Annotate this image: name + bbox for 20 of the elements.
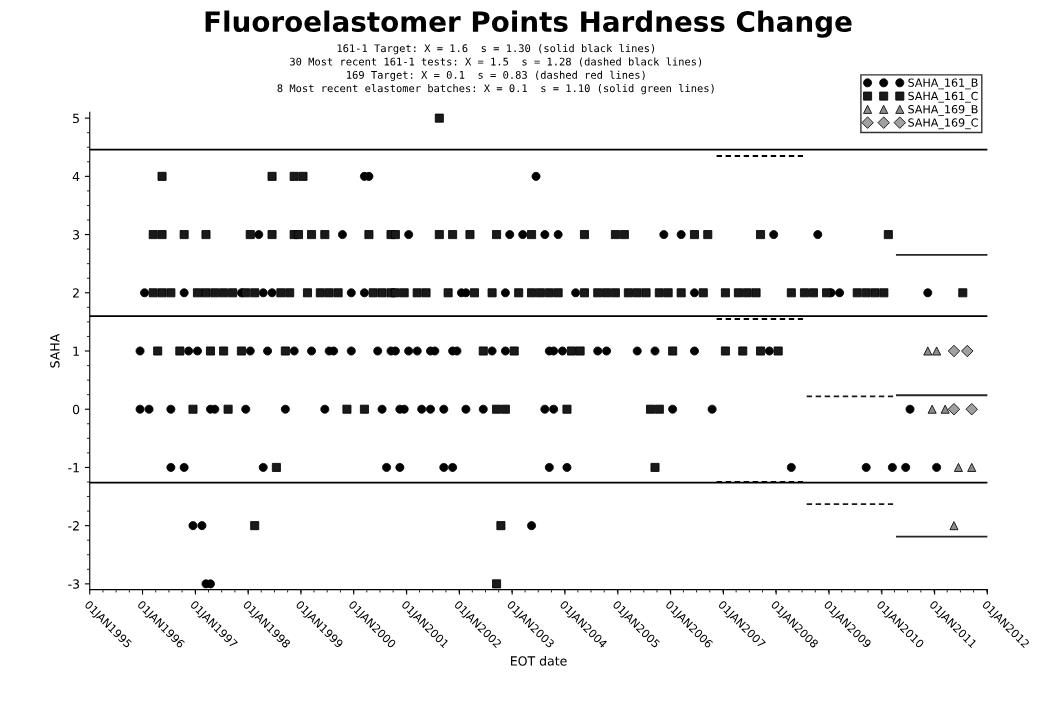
y-tick-label: -3 [68,579,80,589]
y-tick-label: 1 [73,346,79,356]
text: 30 Most recent 161-1 tests: X = 1.5 s = 1.28 (dashed black lines) [290,57,702,67]
text: 169 Target: X = 0.1 s = 0.83 (dashed red lines) [347,70,645,81]
legend-label: SAHA_169_B [908,105,978,116]
y-tick-label: 0 [72,404,80,415]
y-tick-label: 4 [72,171,80,182]
y-tick-label: 5 [73,113,79,124]
legend-label: SAHA_161_B [908,78,978,90]
y-tick-label: -2 [68,521,79,531]
chart-title: Fluoroelastomer Points Hardness Change [205,10,852,38]
legend-label: SAHA_161_C [908,91,978,103]
y-tick-label: 3 [73,230,80,240]
legend-label: SAHA_169_C [908,118,978,130]
y-tick-label: 2 [73,288,79,298]
text: 161-1 Target: X = 1.6 s = 1.30 (solid black lines) [337,44,655,55]
y-tick-label: -1 [68,463,79,473]
x-axis-title: EOT date [511,655,567,666]
y-axis-title: SAHA [50,333,60,368]
text: 8 Most recent elastomer batches: X = 0.1 s = 1.10 (solid green lines) [277,84,714,95]
